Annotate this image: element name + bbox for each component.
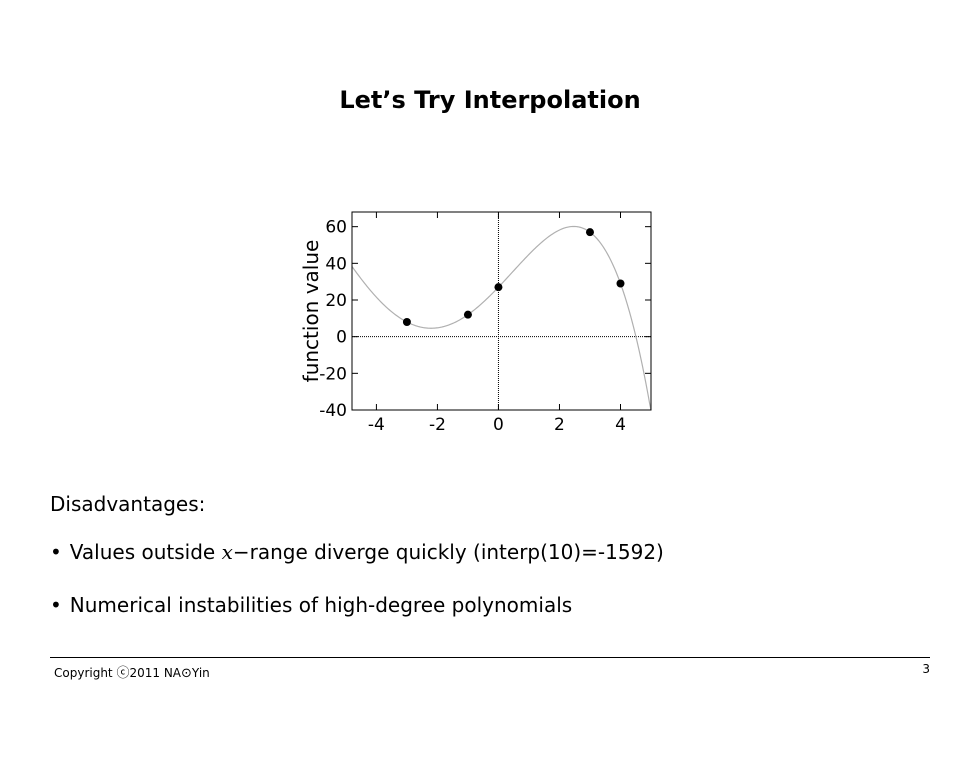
y-tick-label: 60 xyxy=(325,218,347,238)
bullet-text: Numerical instabilities of high-degree p… xyxy=(69,593,573,617)
data-points xyxy=(402,228,625,326)
y-tick-labels: -40 -20 0 20 40 60 xyxy=(319,218,347,421)
x-tick-label: 2 xyxy=(554,415,565,435)
bullet-item: • Numerical instabilities of high-degree … xyxy=(50,593,572,617)
copyright-year: 2011 NA xyxy=(129,666,182,680)
plot-frame xyxy=(351,211,652,411)
data-point xyxy=(402,318,411,326)
slide-title: Let’s Try Interpolation xyxy=(339,86,641,114)
y-axis-label: function value xyxy=(299,240,323,383)
copyright-icon: ⓒ xyxy=(116,666,130,681)
y-tick-label: -20 xyxy=(319,364,347,384)
copyright-word: Copyright xyxy=(54,666,117,680)
y-tick-label: 0 xyxy=(336,328,347,348)
sun-icon: ⊙ xyxy=(181,666,192,681)
y-tick-label: -40 xyxy=(319,401,347,421)
bullet-text-before: Values outside xyxy=(69,540,222,564)
page-number: 3 xyxy=(922,662,930,676)
footer-divider xyxy=(50,657,930,658)
data-point xyxy=(585,228,594,237)
bullet-dot: • xyxy=(50,540,62,564)
y-tick-label: 40 xyxy=(325,254,347,274)
y-tick-label: 20 xyxy=(325,291,347,311)
copyright-author: Yin xyxy=(191,666,210,680)
bullet-item: • Values outside x−range diverge quickly … xyxy=(50,540,664,564)
disadvantages-heading: Disadvantages: xyxy=(50,492,206,516)
x-tick-label: -4 xyxy=(368,415,385,435)
plot-border xyxy=(351,211,652,411)
interpolation-curve-line xyxy=(351,225,652,411)
footer-copyright: Copyright ⓒ2011 NA⊙Yin xyxy=(54,662,210,681)
interpolation-curve xyxy=(351,225,652,411)
x-tick-label: 0 xyxy=(493,415,504,435)
data-point xyxy=(616,279,625,288)
axis-ticks xyxy=(352,212,651,411)
bullet-text-after: −range diverge quickly (interp(10)=-1592… xyxy=(232,540,664,564)
zero-lines xyxy=(352,212,651,410)
math-variable: x xyxy=(221,540,233,564)
x-tick-label: -2 xyxy=(429,415,446,435)
data-point xyxy=(463,310,472,319)
bullet-dot: • xyxy=(50,593,62,617)
x-tick-labels: -4 -2 0 2 4 xyxy=(368,415,626,435)
data-point xyxy=(494,283,503,292)
x-tick-label: 4 xyxy=(615,415,626,435)
